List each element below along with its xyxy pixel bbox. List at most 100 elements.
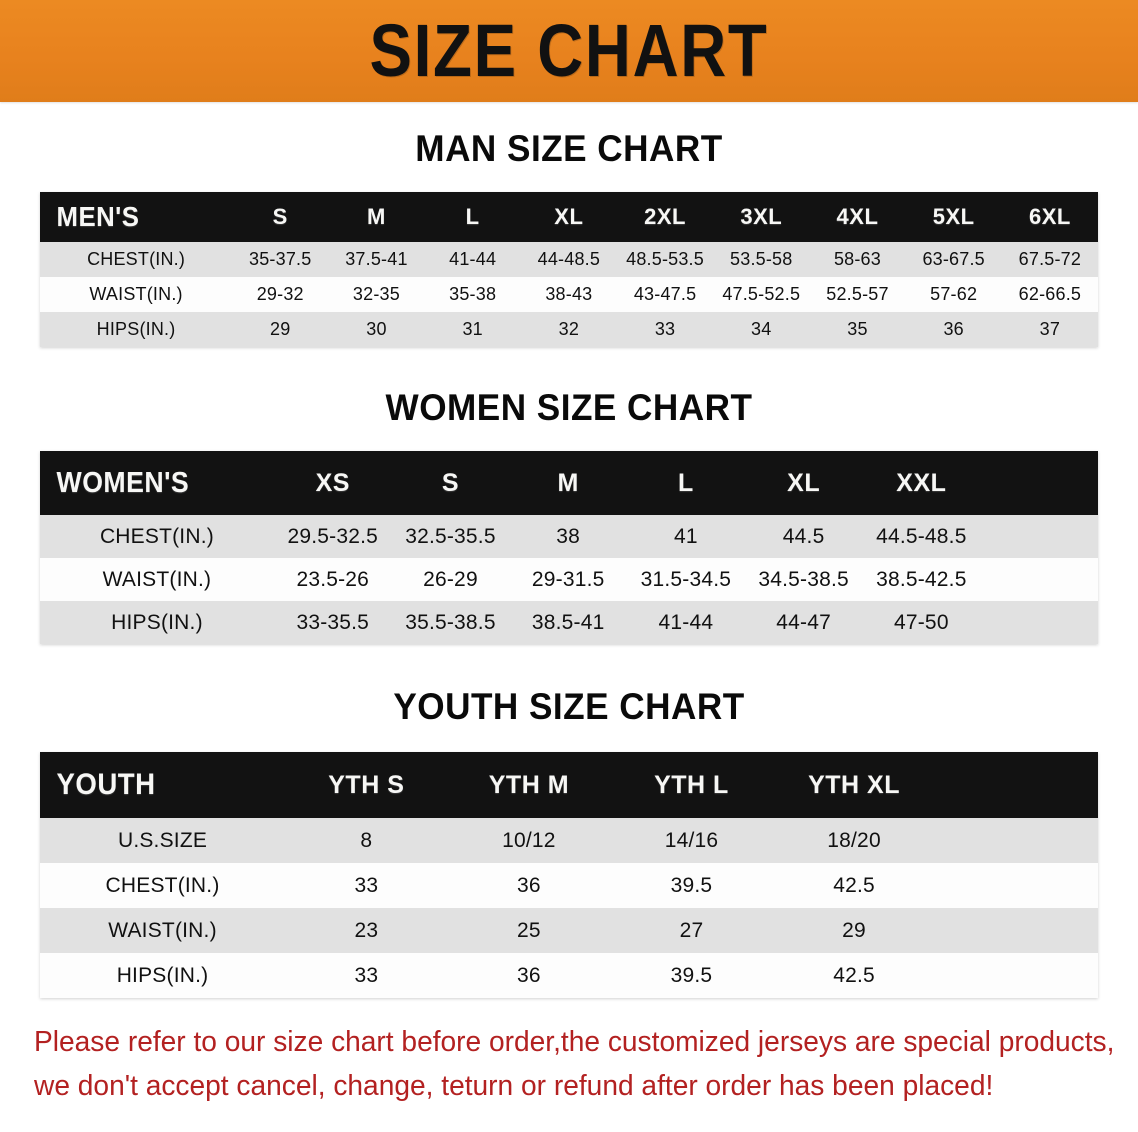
man-size-table: MEN'S S M L XL 2XL 3XL 4XL 5XL 6XL CHEST(IN.) 35-3… xyxy=(40,192,1098,347)
youth-column-header-yth-s: YTH S xyxy=(328,770,405,799)
women-header-row: WOMEN'S XS S M L XL XXL xyxy=(40,451,1098,515)
youth-cell: 39.5 xyxy=(670,963,713,987)
youth-column-header-yth-m: YTH M xyxy=(488,770,570,799)
women-cell: 44-47 xyxy=(776,610,831,634)
man-column-header-s: S xyxy=(272,204,288,229)
women-cell-empty xyxy=(980,558,1098,601)
women-column-header-m: M xyxy=(557,468,579,497)
man-column-header-5xl: 5XL xyxy=(932,204,975,229)
women-cell: 41 xyxy=(674,524,698,548)
women-size-table: WOMEN'S XS S M L XL XXL CHEST(IN.) 29.5-32.5 32.… xyxy=(40,451,1098,644)
man-cell: 36 xyxy=(943,319,964,339)
youth-cell: 18/20 xyxy=(827,828,881,852)
man-cell: 47.5-52.5 xyxy=(722,284,801,304)
youth-column-header-yth-xl: YTH XL xyxy=(808,770,900,799)
man-column-header-xl: XL xyxy=(554,204,584,229)
youth-size-table: YOUTH YTH S YTH M YTH L YTH XL U.S.SIZE 8 10/1… xyxy=(40,752,1098,998)
women-cell-empty xyxy=(980,601,1098,644)
women-column-header-s: S xyxy=(441,468,460,497)
man-cell: 44-48.5 xyxy=(537,249,601,269)
man-cell: 48.5-53.5 xyxy=(626,249,704,269)
man-table-row: CHEST(IN.) 35-37.5 37.5-41 41-44 44-48.5 48.5… xyxy=(40,242,1098,277)
youth-row-label: WAIST(IN.) xyxy=(108,918,217,942)
man-cell: 38-43 xyxy=(545,284,593,304)
man-cell: 35-37.5 xyxy=(249,249,312,269)
man-row-label: HIPS(IN.) xyxy=(96,319,176,339)
women-section-title: WOMEN SIZE CHART xyxy=(385,387,753,428)
man-cell: 57-62 xyxy=(930,284,978,304)
youth-table-header: YOUTH YTH S YTH M YTH L YTH XL xyxy=(40,752,1098,818)
youth-cell: 23 xyxy=(354,918,379,942)
women-cell: 23.5-26 xyxy=(296,567,370,591)
man-header-row: MEN'S S M L XL 2XL 3XL 4XL 5XL 6XL xyxy=(40,192,1098,242)
page-title: SIZE CHART xyxy=(369,9,769,92)
man-cell: 32 xyxy=(558,319,580,339)
man-column-header-m: M xyxy=(367,204,386,229)
women-column-header-l: L xyxy=(678,468,694,497)
man-cell: 53.5-58 xyxy=(730,249,793,269)
youth-cell: 27 xyxy=(679,918,704,942)
man-cell: 35-38 xyxy=(449,284,497,304)
man-cell: 33 xyxy=(654,319,676,339)
women-table-body: CHEST(IN.) 29.5-32.5 32.5-35.5 38 41 44.5 44.5… xyxy=(40,515,1098,644)
man-cell: 30 xyxy=(366,319,387,339)
man-cell: 37 xyxy=(1039,319,1061,339)
man-column-header-6xl: 6XL xyxy=(1028,204,1071,229)
youth-cell: 8 xyxy=(360,828,373,852)
youth-column-header-empty xyxy=(935,752,1098,818)
women-size-table-container: WOMEN'S XS S M L XL XXL CHEST(IN.) 29.5-32.5 32.… xyxy=(40,451,1098,644)
women-cell: 26-29 xyxy=(423,567,478,591)
women-cell: 29.5-32.5 xyxy=(287,524,379,548)
disclaimer-line-1: Please refer to our size chart before or… xyxy=(34,1026,1115,1058)
women-column-header-xxl: XXL xyxy=(896,468,947,497)
women-table-row: CHEST(IN.) 29.5-32.5 32.5-35.5 38 41 44.5 44.5… xyxy=(40,515,1098,558)
women-cell: 44.5 xyxy=(782,524,825,548)
man-table-body: CHEST(IN.) 35-37.5 37.5-41 41-44 44-48.5 48.5… xyxy=(40,242,1098,347)
women-table-row: HIPS(IN.) 33-35.5 35.5-38.5 38.5-41 41-44 44-… xyxy=(40,601,1098,644)
women-table-header: WOMEN'S XS S M L XL XXL xyxy=(40,451,1098,515)
youth-cell-empty xyxy=(935,863,1098,908)
women-cell: 29-31.5 xyxy=(531,567,605,591)
women-cell: 38 xyxy=(556,524,581,548)
youth-cell: 29 xyxy=(842,918,866,942)
youth-cell: 42.5 xyxy=(833,963,875,987)
youth-column-header-yth-l: YTH L xyxy=(654,770,729,799)
youth-cell: 36 xyxy=(517,873,541,897)
man-size-table-container: MEN'S S M L XL 2XL 3XL 4XL 5XL 6XL CHEST(IN.) 35-3… xyxy=(40,192,1098,347)
youth-corner-label: YOUTH xyxy=(56,768,156,801)
man-table-header: MEN'S S M L XL 2XL 3XL 4XL 5XL 6XL xyxy=(40,192,1098,242)
youth-table-row: HIPS(IN.) 33 36 39.5 42.5 xyxy=(40,953,1098,998)
man-column-header-2xl: 2XL xyxy=(644,204,686,229)
youth-row-label: HIPS(IN.) xyxy=(116,963,209,987)
youth-cell: 10/12 xyxy=(502,828,556,852)
man-cell: 52.5-57 xyxy=(826,284,889,304)
women-table-row: WAIST(IN.) 23.5-26 26-29 29-31.5 31.5-34.5 34… xyxy=(40,558,1098,601)
disclaimer-line-2: we don't accept cancel, change, teturn o… xyxy=(34,1070,994,1103)
man-cell: 37.5-41 xyxy=(345,249,408,269)
women-cell: 33-35.5 xyxy=(296,610,370,634)
man-cell: 63-67.5 xyxy=(922,249,985,269)
women-cell: 44.5-48.5 xyxy=(876,524,967,548)
youth-cell: 33 xyxy=(354,873,379,897)
women-column-header-xs: XS xyxy=(315,468,350,497)
man-column-header-l: L xyxy=(465,204,480,229)
youth-section-title: YOUTH SIZE CHART xyxy=(393,686,745,727)
order-policy-disclaimer: Please refer to our size chart before or… xyxy=(34,1020,1115,1108)
youth-table-row: U.S.SIZE 8 10/12 14/16 18/20 xyxy=(40,818,1098,863)
man-row-label: WAIST(IN.) xyxy=(89,284,183,304)
women-corner-label: WOMEN'S xyxy=(56,466,190,499)
women-row-label: HIPS(IN.) xyxy=(111,610,203,634)
man-cell: 35 xyxy=(847,319,868,339)
man-cell: 43-47.5 xyxy=(633,284,697,304)
man-section-title: MAN SIZE CHART xyxy=(415,128,723,169)
man-cell: 29-32 xyxy=(256,284,304,304)
man-cell: 34 xyxy=(751,319,772,339)
women-row-label: CHEST(IN.) xyxy=(99,524,214,548)
women-cell: 35.5-38.5 xyxy=(405,610,496,634)
youth-cell: 42.5 xyxy=(833,873,875,897)
youth-header-row: YOUTH YTH S YTH M YTH L YTH XL xyxy=(40,752,1098,818)
youth-table-row: WAIST(IN.) 23 25 27 29 xyxy=(40,908,1098,953)
youth-row-label: CHEST(IN.) xyxy=(105,873,220,897)
youth-cell-empty xyxy=(935,953,1098,998)
man-table-row: WAIST(IN.) 29-32 32-35 35-38 38-43 43-47.5 47.… xyxy=(40,277,1098,312)
